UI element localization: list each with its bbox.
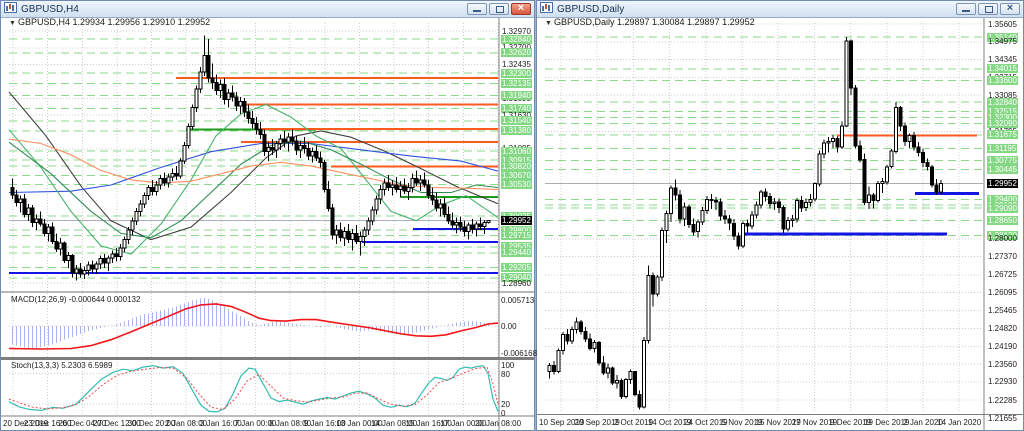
legend-ohlc: 1.29934 1.29956 1.29910 1.29952	[72, 17, 211, 27]
chart-legend: ▼ GBPUSD,H4 1.29934 1.29956 1.29910 1.299…	[9, 17, 210, 27]
chart-area[interactable]: 1.35605 1.35140 1.34975 1.34345 1.34015 1.337…	[537, 1, 1023, 430]
window-title: GBPUSD,H4	[21, 3, 79, 15]
stoch-indicator-label: Stoch(13,3,3) 5.2303 6.5989	[11, 361, 113, 370]
chevron-down-icon: ▼	[9, 20, 16, 27]
window-titlebar[interactable]: GBPUSD,Daily	[537, 1, 1023, 18]
macd-indicator-label: MACD(12,26,9) -0.000644 0.000132	[11, 295, 141, 304]
legend-symbol: GBPUSD,H4	[17, 17, 70, 27]
chart-window-icon	[4, 0, 17, 18]
chevron-down-icon: ▼	[545, 20, 552, 27]
restore-button[interactable]	[489, 3, 509, 15]
window-titlebar[interactable]: GBPUSD,H4	[1, 1, 534, 18]
restore-button[interactable]	[978, 3, 998, 15]
chart-canvas[interactable]	[537, 1, 1023, 430]
chart-legend: ▼ GBPUSD,Daily 1.29897 1.30084 1.29897 1.…	[545, 17, 755, 27]
minimize-button[interactable]	[956, 3, 976, 15]
legend-symbol: GBPUSD,Daily	[553, 17, 615, 27]
chart-window-icon	[540, 0, 553, 18]
chart-window-gbpusd-h4[interactable]: 1.32970 1.32840 1.32700 1.32620 1.32435 1.323…	[0, 0, 537, 431]
close-button[interactable]	[1000, 2, 1020, 15]
window-title: GBPUSD,Daily	[557, 3, 625, 15]
close-button[interactable]	[511, 2, 531, 15]
chart-canvas[interactable]	[1, 1, 534, 430]
legend-ohlc: 1.29897 1.30084 1.29897 1.29952	[616, 17, 755, 27]
chart-window-gbpusd-daily[interactable]: 1.35605 1.35140 1.34975 1.34345 1.34015 1.337…	[536, 0, 1024, 431]
chart-area[interactable]: 1.32970 1.32840 1.32700 1.32620 1.32435 1.323…	[1, 1, 537, 430]
minimize-button[interactable]	[467, 3, 487, 15]
